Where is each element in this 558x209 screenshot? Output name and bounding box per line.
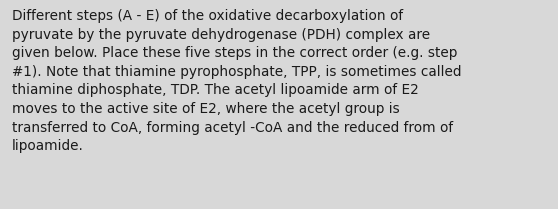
Text: Different steps (A - E) of the oxidative decarboxylation of
pyruvate by the pyru: Different steps (A - E) of the oxidative… (12, 9, 461, 153)
